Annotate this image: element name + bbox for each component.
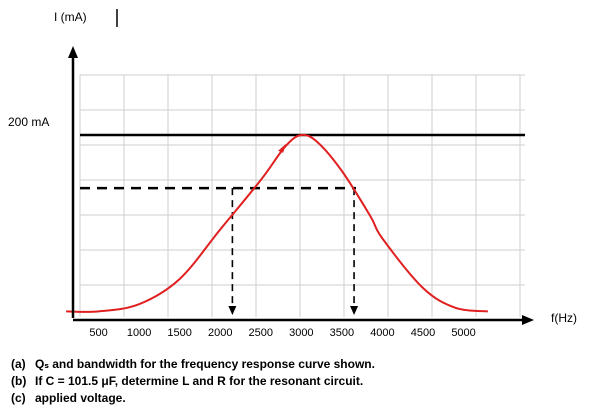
axes	[68, 9, 534, 325]
y-axis-label: I (mA)	[54, 10, 87, 24]
question-b: (b) If C = 101.5 μF, determine L and R f…	[11, 373, 375, 390]
question-list: (a) Qₛ and bandwidth for the frequency r…	[11, 356, 375, 407]
x-axis-label: f(Hz)	[551, 311, 577, 325]
y-marker-label: 200 mA	[8, 115, 49, 129]
question-text: Qₛ and bandwidth for the frequency respo…	[35, 357, 375, 371]
x-tick-labels: 500 1000 1500 2000 2500 3000 3500 4000 4500 5000	[89, 327, 475, 339]
x-tick-label: 4000	[370, 327, 394, 339]
question-letter: (b)	[11, 374, 27, 388]
question-letter: (c)	[11, 391, 26, 405]
response-curve	[66, 133, 488, 313]
question-letter: (a)	[11, 357, 26, 371]
x-tick-label: 1500	[167, 327, 191, 339]
x-tick-label: 3000	[289, 327, 313, 339]
grid	[79, 74, 525, 317]
question-text: applied voltage.	[35, 391, 126, 405]
question-text: If C = 101.5 μF, determine L and R for t…	[35, 374, 364, 388]
x-tick-label: 2000	[208, 327, 232, 339]
frequency-response-chart: 500 1000 1500 2000 2500 3000 3500 4000 4500 5000 …	[8, 9, 577, 339]
x-tick-label: 500	[89, 327, 107, 339]
x-tick-label: 4500	[411, 327, 435, 339]
reference-lines	[80, 133, 525, 315]
question-c: (c) applied voltage.	[11, 390, 375, 407]
x-tick-label: 1000	[127, 327, 151, 339]
f1-arrowhead	[228, 306, 237, 315]
x-tick-label: 5000	[451, 327, 475, 339]
x-tick-label: 3500	[330, 327, 354, 339]
f2-arrowhead	[350, 306, 359, 315]
x-axis-arrowhead	[522, 315, 534, 325]
curve-arrowhead	[278, 143, 287, 153]
x-tick-label: 2500	[249, 327, 273, 339]
y-axis-arrowhead	[68, 46, 78, 58]
question-a: (a) Qₛ and bandwidth for the frequency r…	[11, 356, 375, 373]
response-curve-line	[66, 133, 488, 313]
